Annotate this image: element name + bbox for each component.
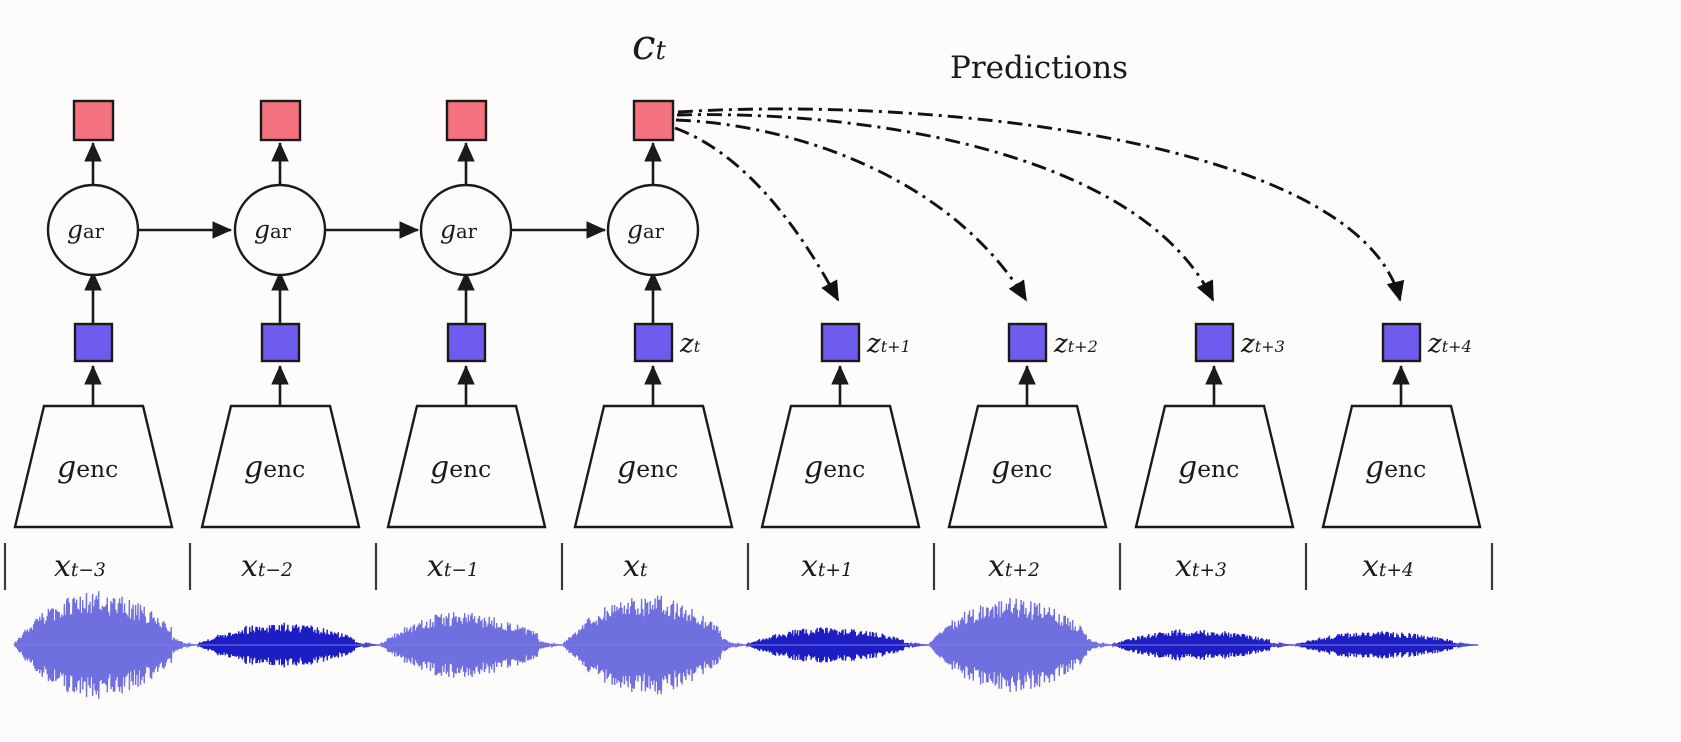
latent-square <box>260 322 301 363</box>
autoregressive-node <box>419 183 513 277</box>
encoder-shape <box>573 404 734 529</box>
context-square <box>72 99 115 142</box>
predictions-label: Predictions <box>950 50 1129 86</box>
encoder-shape <box>386 404 547 529</box>
timestep-label: xt−2 <box>241 549 293 584</box>
encoder-shape <box>200 404 361 529</box>
latent-square <box>446 322 487 363</box>
latent-square <box>1381 322 1422 363</box>
timestep-label: xt+1 <box>801 549 853 584</box>
encoder-label: genc <box>57 450 119 485</box>
context-square <box>445 99 488 142</box>
waveform-segment <box>196 622 380 668</box>
encoder-shape <box>947 404 1108 529</box>
context-square <box>632 99 675 142</box>
latent-label: zt+4 <box>1428 329 1472 359</box>
encoder-label: genc <box>1365 450 1427 485</box>
autoregressive-node-label: gar <box>254 215 291 244</box>
autoregressive-node-label: gar <box>67 215 104 244</box>
latent-label: zt+2 <box>1054 329 1098 359</box>
latent-square <box>1194 322 1235 363</box>
encoder-label: genc <box>804 450 866 485</box>
waveform-segment <box>928 597 1112 693</box>
encoder-shape <box>1134 404 1295 529</box>
autoregressive-node-label: gar <box>627 215 664 244</box>
waveform-segment <box>13 591 197 699</box>
timestep-label: xt+2 <box>988 549 1040 584</box>
timestep-label: xt−3 <box>54 549 106 584</box>
latent-label: zt <box>680 329 701 359</box>
prediction-arc <box>675 118 1028 302</box>
waveform-segment <box>562 595 746 695</box>
prediction-arc <box>676 113 1215 302</box>
prediction-arc <box>674 126 840 302</box>
timestep-label: xt+4 <box>1362 549 1414 584</box>
encoder-label: genc <box>991 450 1053 485</box>
timestep-label: xt <box>623 549 648 584</box>
page-title: ct <box>632 20 666 69</box>
context-square <box>259 99 302 142</box>
latent-square <box>1007 322 1048 363</box>
encoder-shape <box>760 404 921 529</box>
waveform-segment <box>379 612 563 678</box>
audio-waveform <box>13 591 1478 699</box>
autoregressive-node-label: gar <box>440 215 477 244</box>
encoder-shape <box>13 404 174 529</box>
latent-square <box>73 322 114 363</box>
autoregressive-node <box>606 183 700 277</box>
latent-label: zt+1 <box>867 329 911 359</box>
encoder-label: genc <box>1178 450 1240 485</box>
encoder-label: genc <box>244 450 306 485</box>
prediction-arc <box>677 107 1405 302</box>
latent-label: zt+3 <box>1241 329 1285 359</box>
encoder-shape <box>1321 404 1482 529</box>
latent-square <box>633 322 674 363</box>
timestep-label: xt−1 <box>427 549 479 584</box>
autoregressive-node <box>46 183 140 277</box>
timestep-label: xt+3 <box>1175 549 1227 584</box>
encoder-label: genc <box>617 450 679 485</box>
latent-square <box>820 322 861 363</box>
encoder-label: genc <box>430 450 492 485</box>
autoregressive-node <box>233 183 327 277</box>
